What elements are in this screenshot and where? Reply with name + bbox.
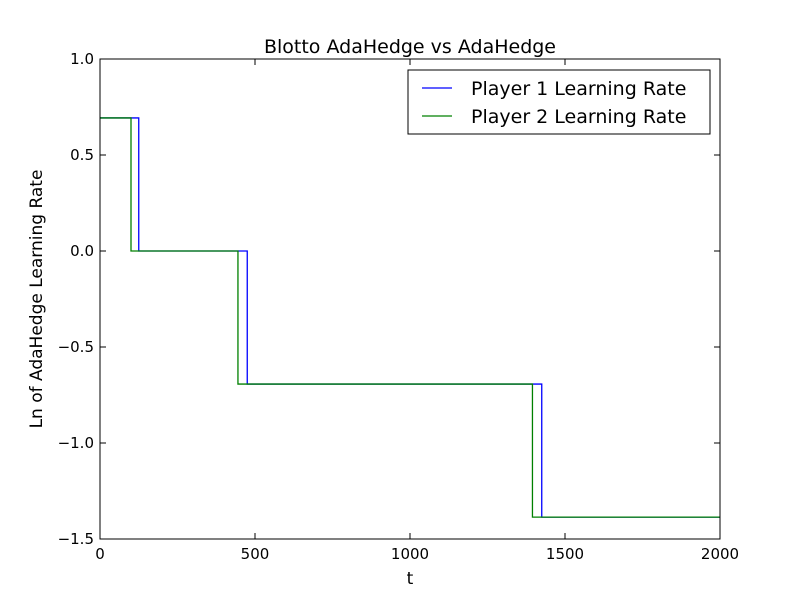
- series-layer: [100, 117, 720, 518]
- series-line-1: [100, 117, 720, 518]
- legend-label-1: Player 1 Learning Rate: [471, 78, 686, 100]
- y-tick-label: 1.0: [70, 50, 94, 68]
- x-axis: 0 500 1000 1500 2000: [95, 59, 739, 563]
- x-tick-label: 2000: [701, 545, 739, 563]
- x-axis-label: t: [407, 569, 414, 589]
- x-tick-label: 500: [241, 545, 270, 563]
- series-line-2: [100, 117, 720, 518]
- y-tick-label: 0.5: [70, 146, 94, 164]
- legend-box: [407, 69, 711, 135]
- x-tick-label: 1000: [391, 545, 429, 563]
- y-tick-label: −1.5: [58, 530, 94, 548]
- y-axis-label: Ln of AdaHedge Learning Rate: [27, 170, 47, 429]
- y-tick-label: −0.5: [58, 338, 94, 356]
- chart-title: Blotto AdaHedge vs AdaHedge: [264, 36, 556, 58]
- y-tick-label: −1.0: [58, 434, 94, 452]
- x-tick-label: 0: [95, 545, 105, 563]
- y-tick-label: 0.0: [70, 242, 94, 260]
- x-tick-label: 1500: [546, 545, 584, 563]
- y-axis: −1.5 −1.0 −0.5 0.0 0.5 1.0: [58, 50, 720, 548]
- legend: Player 1 Learning Rate Player 2 Learning …: [407, 69, 711, 135]
- legend-label-2: Player 2 Learning Rate: [471, 106, 686, 128]
